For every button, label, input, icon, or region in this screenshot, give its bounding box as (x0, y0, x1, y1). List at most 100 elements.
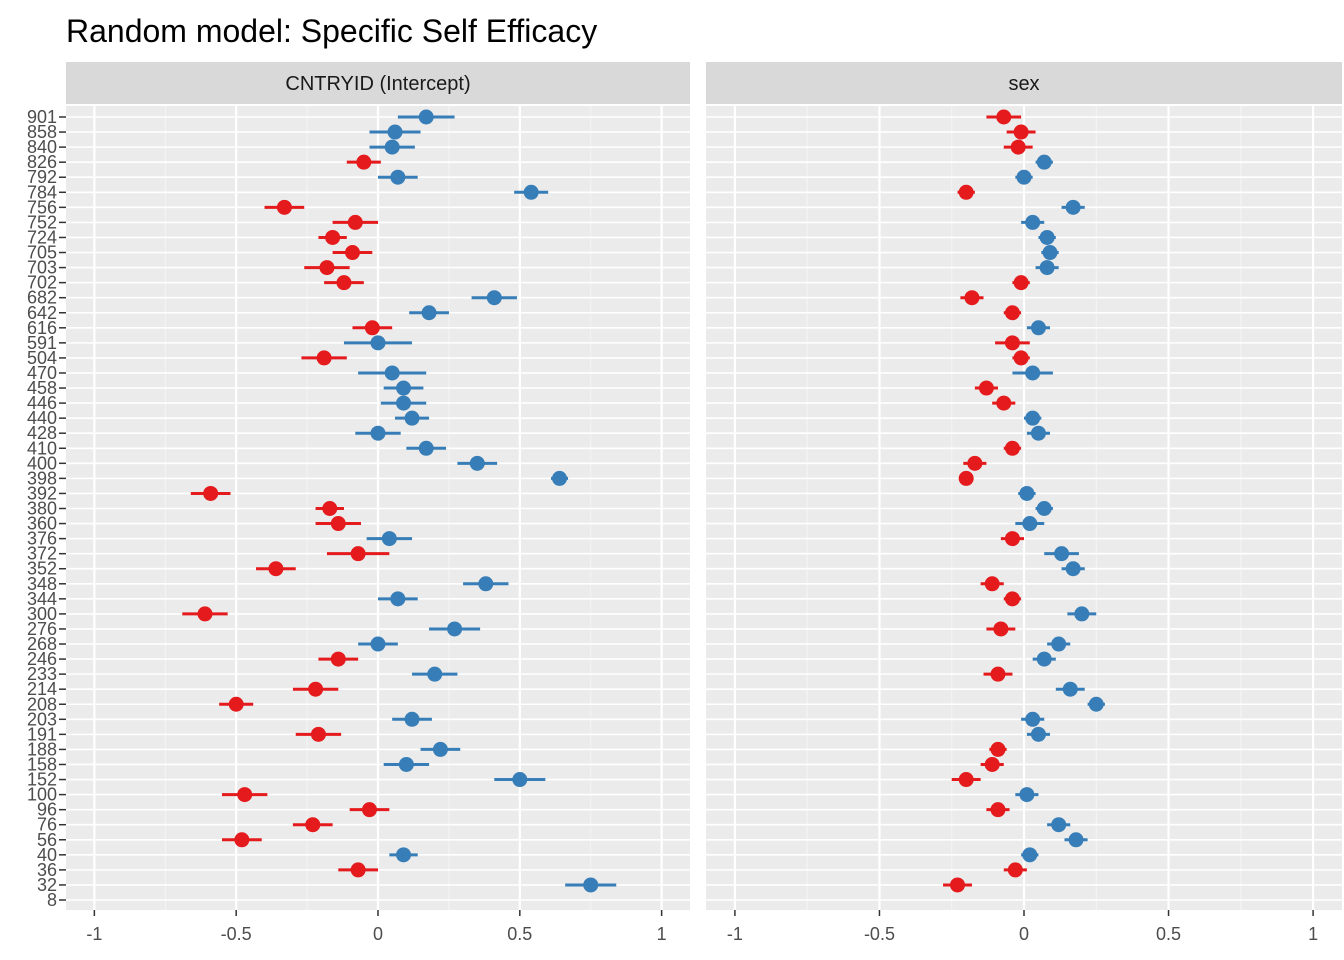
y-axis-labels: 9018588408267927847567527247057037026826… (27, 107, 57, 910)
chart-title: Random model: Specific Self Efficacy (66, 13, 597, 49)
estimate-point (344, 245, 360, 261)
y-tick-label: 276 (27, 619, 57, 639)
x-tick-label: 0 (1019, 924, 1029, 944)
estimate-point (996, 109, 1012, 125)
y-tick-label: 208 (27, 694, 57, 714)
y-tick-label: 752 (27, 212, 57, 232)
estimate-point (398, 756, 414, 772)
estimate-point (984, 756, 1000, 772)
panel-sex: sex -1 -0.5 0 0.5 1 (706, 62, 1342, 944)
grid-lines (66, 106, 690, 910)
y-tick-label: 642 (27, 303, 57, 323)
y-tick-label: 591 (27, 333, 57, 353)
y-tick-label: 8 (47, 890, 57, 910)
estimate-point (1013, 275, 1029, 291)
estimate-point (237, 787, 253, 803)
estimate-point (370, 636, 386, 652)
y-tick-label: 158 (27, 754, 57, 774)
estimate-point (1004, 335, 1020, 351)
estimate-point (336, 275, 352, 291)
estimate-point (1062, 681, 1078, 697)
estimate-point (993, 621, 1009, 637)
estimate-point (1025, 410, 1041, 426)
estimate-point (967, 455, 983, 471)
y-tick-label: 203 (27, 709, 57, 729)
y-tick-label: 703 (27, 258, 57, 278)
estimate-point (958, 184, 974, 200)
estimate-point (1065, 199, 1081, 215)
strip-background (706, 62, 1342, 104)
estimate-point (396, 395, 412, 411)
estimate-point (276, 199, 292, 215)
estimate-point (432, 741, 448, 757)
y-tick-label: 380 (27, 499, 57, 519)
y-tick-label: 376 (27, 529, 57, 549)
estimate-point (381, 531, 397, 547)
y-tick-label: 152 (27, 770, 57, 790)
x-tick-label: 1 (1308, 924, 1318, 944)
estimate-point (203, 485, 219, 501)
estimate-point (1004, 305, 1020, 321)
estimate-point (347, 214, 363, 230)
estimate-point (1004, 531, 1020, 547)
estimate-point (325, 229, 341, 245)
y-tick-label: 214 (27, 679, 57, 699)
estimate-point (330, 516, 346, 532)
y-tick-label: 348 (27, 574, 57, 594)
estimate-point (390, 169, 406, 185)
estimate-point (404, 410, 420, 426)
estimate-point (990, 802, 1006, 818)
estimate-point (1004, 591, 1020, 607)
estimate-point (308, 681, 324, 697)
estimate-point (1013, 124, 1029, 140)
estimate-point (1042, 245, 1058, 261)
grid-lines (706, 106, 1342, 910)
estimate-point (469, 455, 485, 471)
estimate-point (310, 726, 326, 742)
y-tick-label: 188 (27, 739, 57, 759)
estimates (182, 109, 617, 893)
estimate-point (364, 320, 380, 336)
estimate-point (1036, 154, 1052, 170)
estimate-point (583, 877, 599, 893)
y-tick-label: 682 (27, 288, 57, 308)
estimate-point (1030, 320, 1046, 336)
estimate-point (1025, 214, 1041, 230)
estimate-point (1030, 425, 1046, 441)
estimate-point (1010, 139, 1026, 155)
panel-intercept: CNTRYID (Intercept) 90185884082679278475… (27, 62, 690, 944)
estimate-point (1007, 862, 1023, 878)
x-tick-label: 0 (373, 924, 383, 944)
y-tick-label: 901 (27, 107, 57, 127)
estimate-point (418, 109, 434, 125)
y-tick-label: 392 (27, 483, 57, 503)
y-tick-label: 36 (37, 860, 57, 880)
y-tick-label: 858 (27, 122, 57, 142)
estimate-point (950, 877, 966, 893)
estimate-point (421, 305, 437, 321)
estimate-point (1019, 485, 1035, 501)
strip-label-sex: sex (1008, 73, 1039, 95)
estimate-point (958, 772, 974, 788)
estimate-point (384, 365, 400, 381)
estimate-point (316, 350, 332, 366)
estimate-point (322, 501, 338, 516)
y-axis-ticks (59, 116, 66, 901)
estimate-point (996, 395, 1012, 411)
estimate-point (958, 470, 974, 486)
y-tick-label: 398 (27, 468, 57, 488)
y-tick-label: 410 (27, 438, 57, 458)
x-axis: -1 -0.5 0 0.5 1 (727, 910, 1318, 944)
estimate-point (1074, 606, 1090, 622)
estimate-point (1025, 365, 1041, 381)
estimate-point (990, 741, 1006, 757)
y-tick-label: 268 (27, 634, 57, 654)
y-tick-label: 233 (27, 664, 57, 684)
estimate-point (552, 470, 568, 486)
estimate-point (370, 335, 386, 351)
estimate-point (1039, 229, 1055, 245)
estimate-point (305, 817, 321, 833)
estimate-point (512, 772, 528, 788)
estimate-point (384, 139, 400, 155)
estimate-point (1065, 561, 1081, 577)
